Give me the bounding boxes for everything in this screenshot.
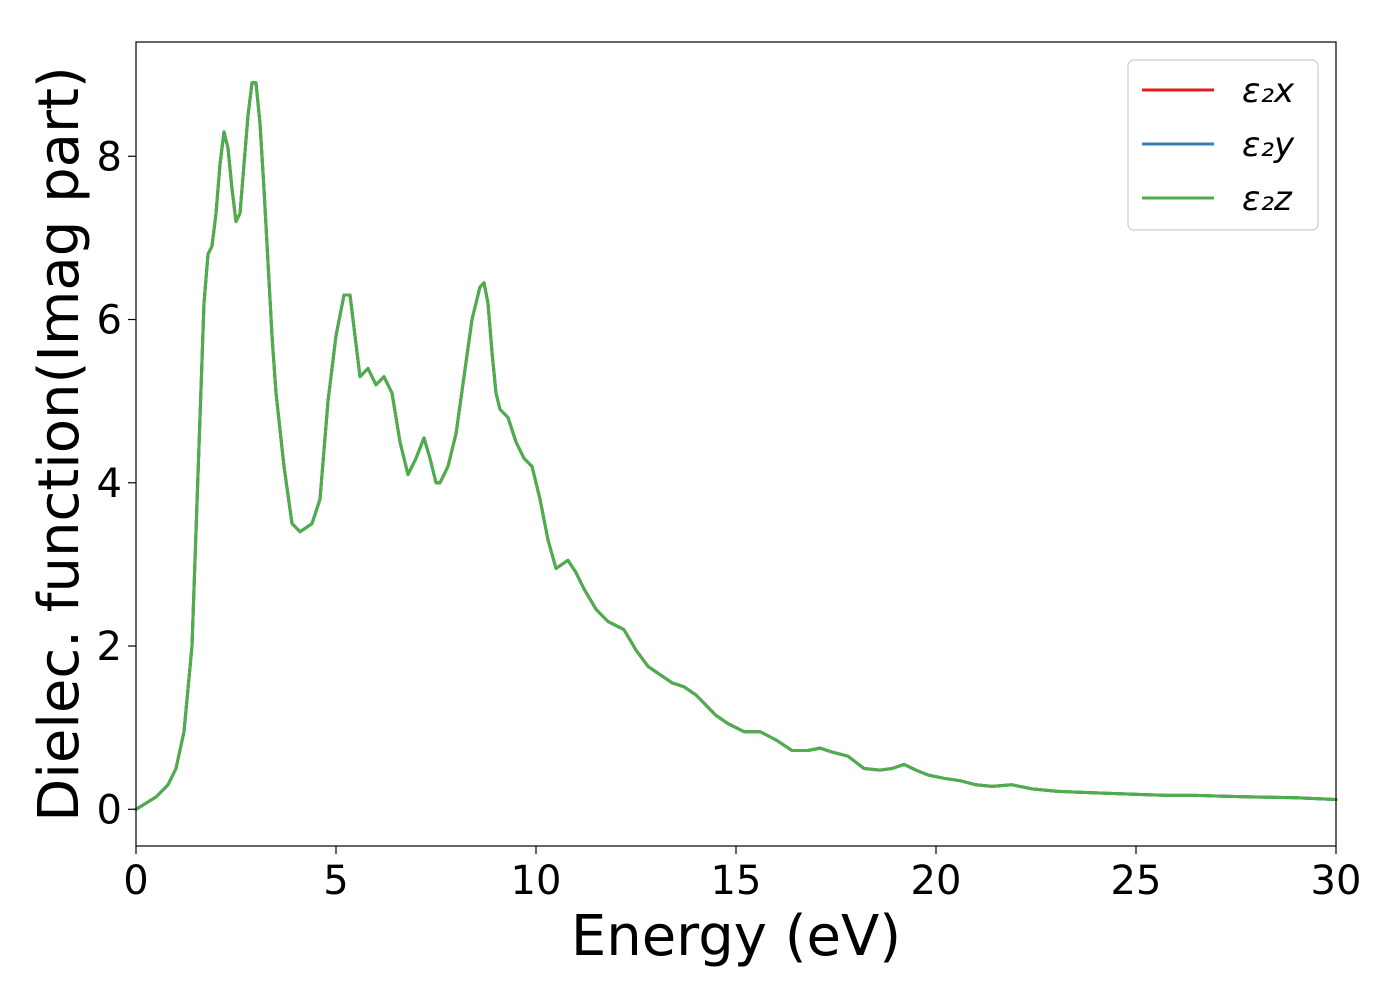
x-axis-ticks: 0 5 10 15 20 25 30: [123, 846, 1361, 904]
series-line-3: [134, 81, 1338, 811]
x-tick-label: 20: [911, 858, 962, 904]
y-axis-ticks: 0 2 4 6 8: [97, 134, 136, 833]
y-tick-label: 2: [97, 624, 122, 670]
y-tick-label: 4: [97, 461, 122, 507]
legend-label-1: ε₂x: [1242, 71, 1295, 111]
x-tick-label: 30: [1311, 858, 1362, 904]
y-axis-title: Dielec. function(Imag part): [27, 66, 92, 822]
legend: ε₂x ε₂y ε₂z: [1127, 59, 1319, 231]
legend-label-3: ε₂z: [1242, 179, 1293, 219]
x-axis-title: Energy (eV): [571, 904, 901, 969]
legend-label-2: ε₂y: [1242, 125, 1295, 165]
y-tick-label: 8: [97, 134, 122, 180]
x-tick-label: 25: [1111, 858, 1162, 904]
x-tick-label: 10: [511, 858, 562, 904]
x-tick-label: 5: [323, 858, 348, 904]
x-tick-label: 0: [123, 858, 148, 904]
x-tick-label: 15: [711, 858, 762, 904]
series-layer: [134, 81, 1338, 811]
y-tick-label: 0: [97, 787, 122, 833]
y-tick-label: 6: [97, 298, 122, 344]
legend-frame: [1127, 59, 1319, 231]
